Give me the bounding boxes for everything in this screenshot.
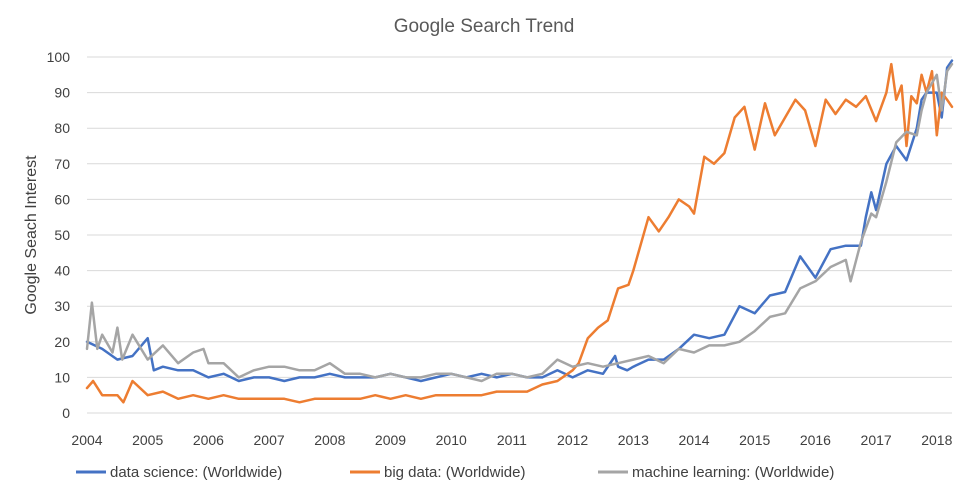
y-tick-label: 0 [62,405,70,421]
y-tick-label: 60 [54,191,70,207]
x-tick-label: 2018 [921,432,952,448]
x-tick-label: 2005 [132,432,163,448]
x-tick-label: 2004 [71,432,102,448]
x-tick-label: 2006 [193,432,224,448]
y-tick-label: 40 [54,263,70,279]
x-tick-label: 2016 [800,432,831,448]
x-tick-label: 2013 [618,432,649,448]
y-tick-label: 50 [54,227,70,243]
x-tick-labels: 2004 2005 2006 2007 2008 2009 2010 2011 2012 2013… [71,432,952,448]
y-tick-label: 70 [54,156,70,172]
y-tick-label: 100 [47,49,71,65]
x-tick-label: 2012 [557,432,588,448]
chart-title: Google Search Trend [394,16,575,37]
x-tick-label: 2015 [739,432,770,448]
x-tick-label: 2007 [254,432,285,448]
y-tick-label: 20 [54,334,70,350]
y-tick-label: 30 [54,298,70,314]
x-tick-label: 2008 [314,432,345,448]
y-axis-label: Google Seach Interest [23,155,40,315]
series-line-2 [85,62,954,383]
legend-label: machine learning: (Worldwide) [632,464,834,481]
x-tick-label: 2014 [678,432,709,448]
series-line-1 [85,62,954,404]
legend-label: big data: (Worldwide) [384,464,525,481]
x-tick-label: 2011 [497,432,527,448]
y-tick-label: 90 [54,85,70,101]
y-tick-labels: 0 10 20 30 40 50 60 70 80 90 100 [47,49,71,421]
legend-label: data science: (Worldwide) [110,464,282,481]
series-lines [85,59,954,404]
y-tick-label: 10 [54,369,70,385]
series-line-0 [85,59,954,383]
x-tick-label: 2010 [436,432,467,448]
legend: data science: (Worldwide) big data: (Worl… [76,464,834,481]
x-tick-label: 2017 [861,432,892,448]
x-tick-label: 2009 [375,432,406,448]
y-tick-label: 80 [54,120,70,136]
